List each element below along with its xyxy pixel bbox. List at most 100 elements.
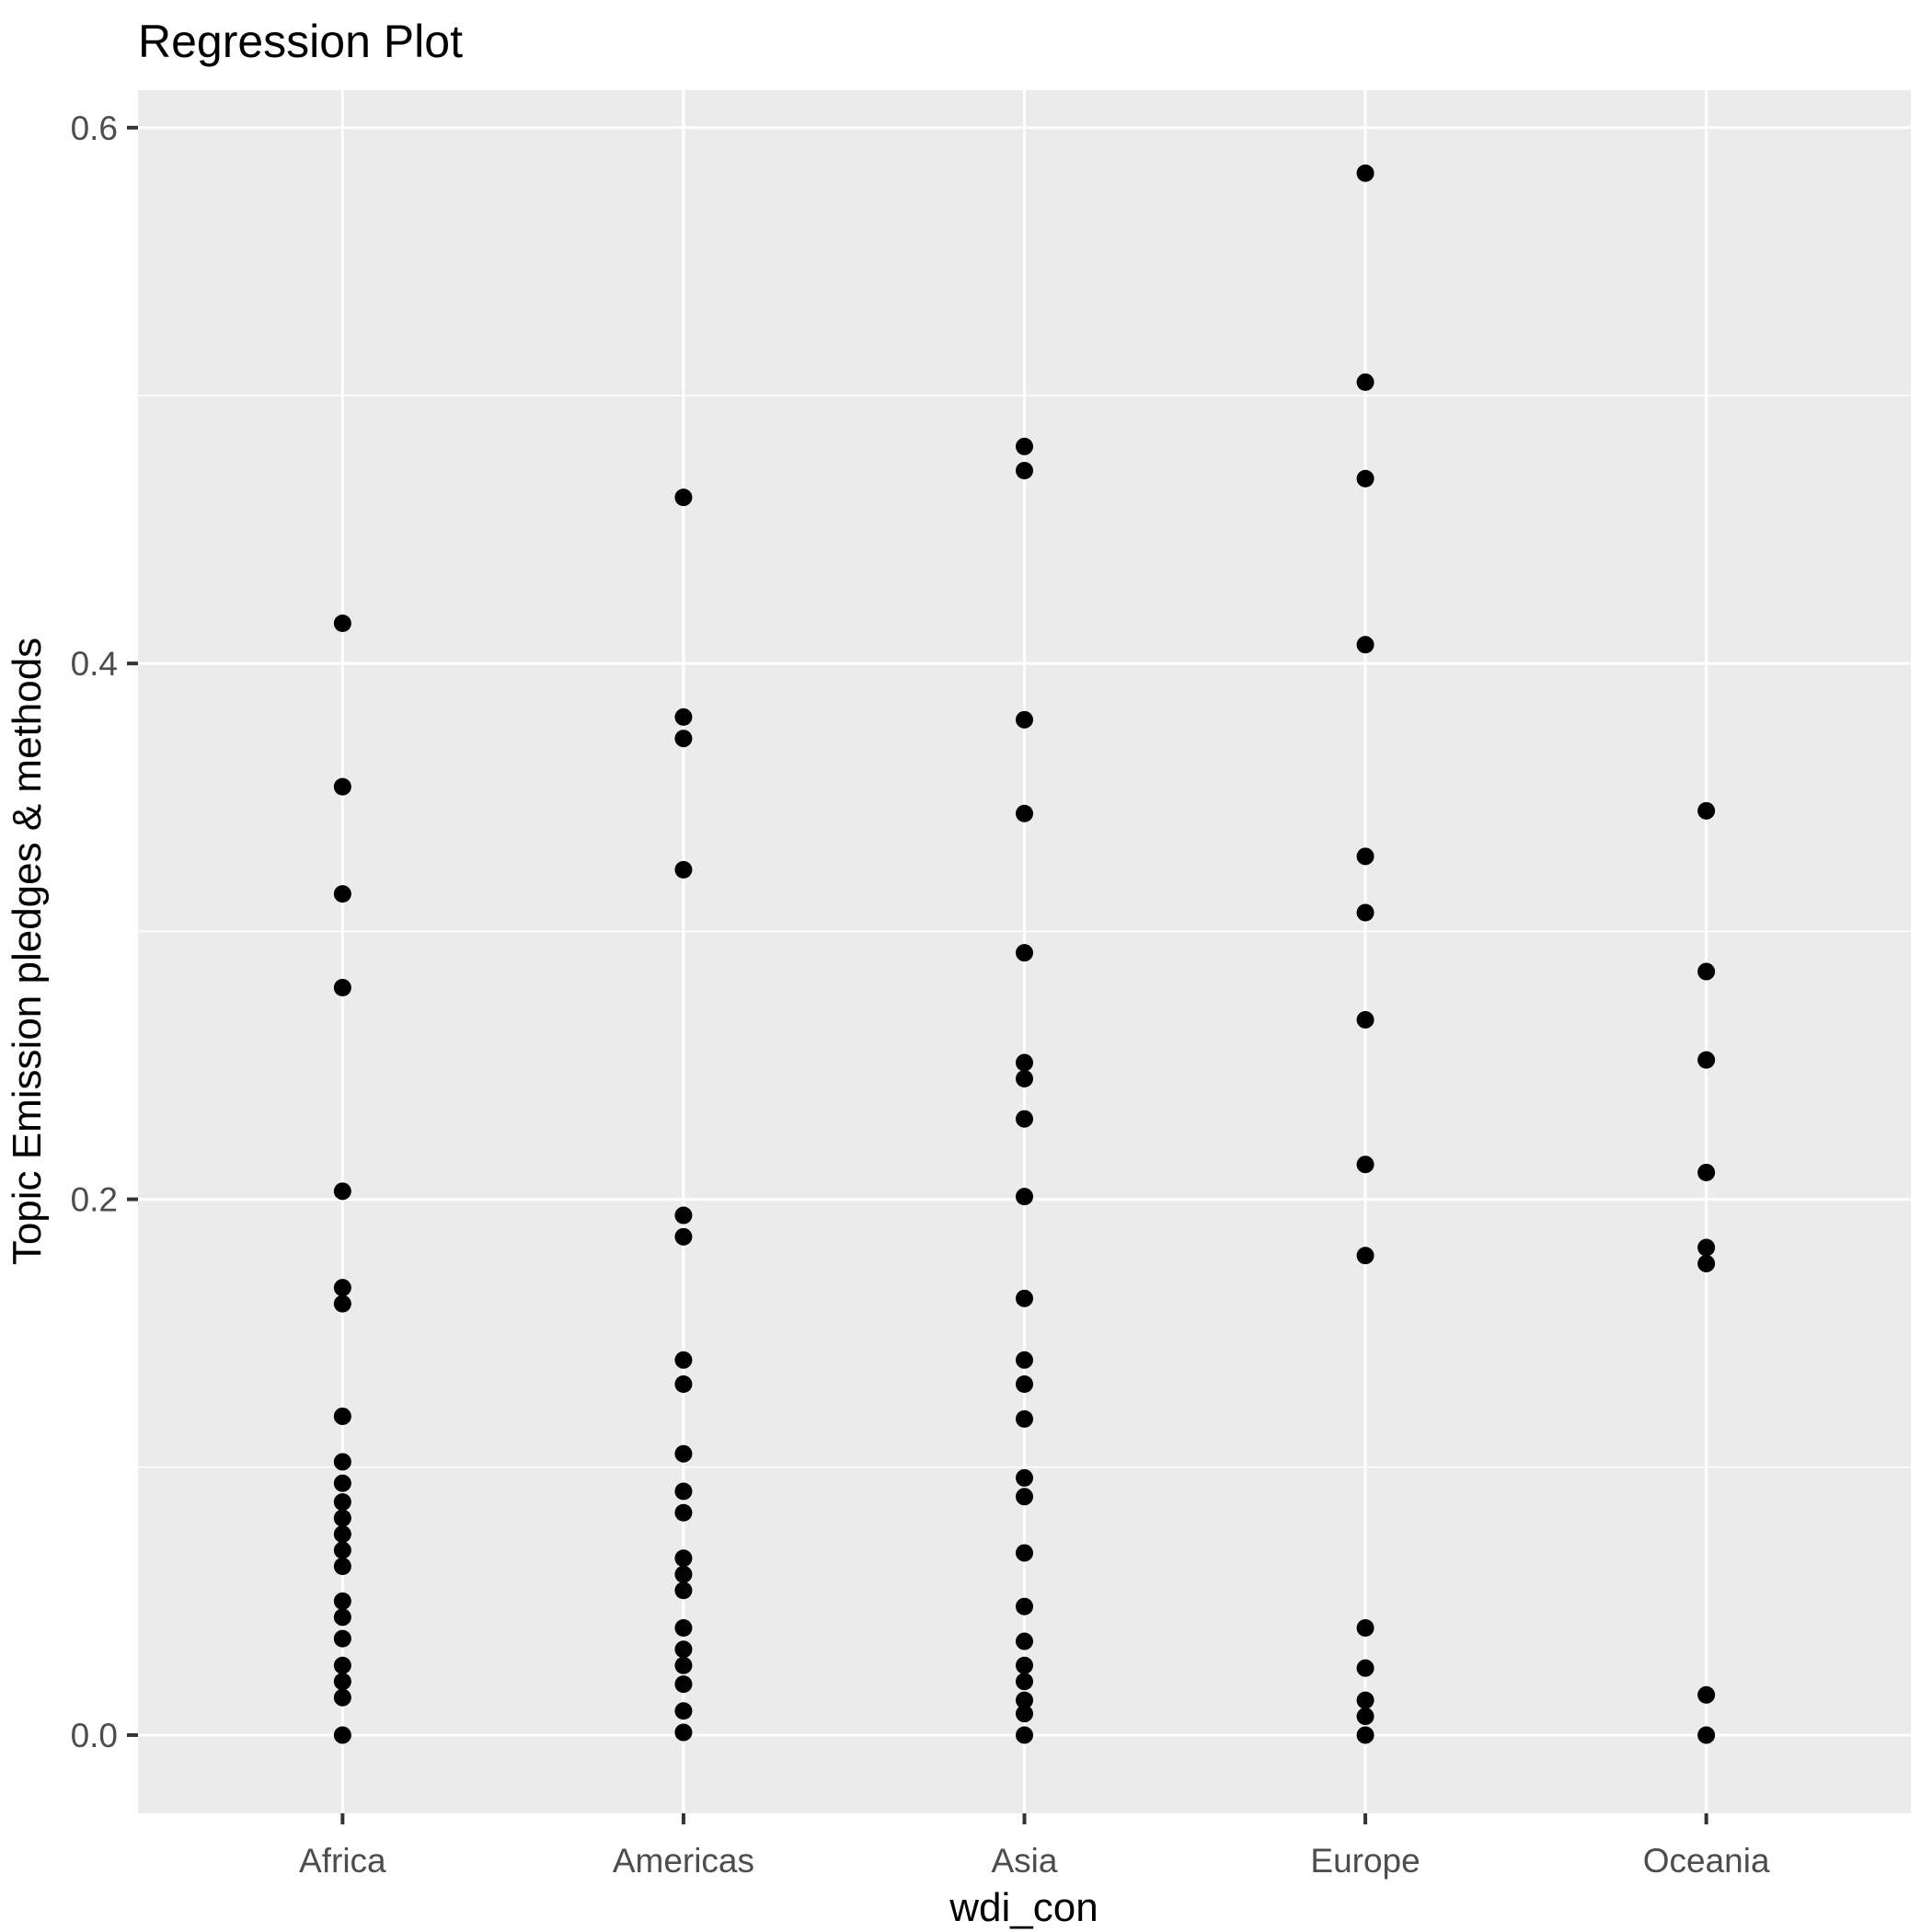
data-point <box>1697 1163 1716 1181</box>
data-point <box>333 614 351 632</box>
data-point <box>1697 1254 1716 1272</box>
data-point <box>333 1656 351 1674</box>
data-point <box>1697 1051 1716 1069</box>
tick-label-layer: 0.0 0.2 0.4 0.6 Africa Americas Asia Europe Ocea… <box>71 109 1770 1880</box>
data-point <box>333 1453 351 1471</box>
data-point <box>1016 1289 1033 1307</box>
data-point <box>333 885 351 903</box>
data-point <box>1016 1351 1033 1369</box>
data-point <box>1356 1247 1374 1265</box>
plot-title: Regression Plot <box>138 16 463 67</box>
data-point <box>1016 1409 1033 1428</box>
data-point <box>674 1640 693 1659</box>
data-point <box>1697 1685 1716 1704</box>
y-tick-label: 0.6 <box>71 109 118 147</box>
data-point <box>1016 710 1033 729</box>
data-point <box>333 1688 351 1707</box>
data-point <box>333 1474 351 1492</box>
data-point <box>674 730 693 748</box>
data-point <box>1016 1110 1033 1128</box>
data-point <box>333 1407 351 1425</box>
data-point <box>674 1351 693 1369</box>
data-point <box>1356 1618 1374 1637</box>
data-point <box>1016 1691 1033 1709</box>
data-point <box>674 707 693 726</box>
data-point <box>1016 462 1033 480</box>
data-point <box>1016 1188 1033 1206</box>
data-point <box>1356 1726 1374 1744</box>
data-point <box>1697 801 1716 820</box>
data-point <box>333 1592 351 1610</box>
data-point <box>1016 437 1033 455</box>
data-point <box>333 1608 351 1627</box>
data-point <box>674 1618 693 1637</box>
axis-tick-layer <box>127 125 1708 1824</box>
data-point <box>674 1581 693 1600</box>
x-category-label: Asia <box>992 1842 1058 1880</box>
data-point <box>333 1493 351 1512</box>
data-point <box>1697 1726 1716 1744</box>
data-point <box>1016 1544 1033 1562</box>
data-point <box>1016 804 1033 822</box>
data-point <box>674 1444 693 1463</box>
data-point <box>333 1541 351 1559</box>
data-point <box>674 860 693 879</box>
data-point <box>1356 1010 1374 1029</box>
data-point <box>674 1565 693 1583</box>
data-point <box>333 1279 351 1297</box>
y-tick-label: 0.2 <box>71 1181 118 1219</box>
x-axis-title: wdi_con <box>949 1885 1098 1930</box>
data-point <box>1356 1691 1374 1709</box>
data-point <box>674 1503 693 1522</box>
data-point <box>333 777 351 796</box>
data-point <box>674 1702 693 1720</box>
data-point <box>674 1549 693 1568</box>
data-point <box>1016 1070 1033 1088</box>
data-point <box>1356 164 1374 182</box>
data-point <box>1016 1632 1033 1650</box>
data-point <box>1356 847 1374 866</box>
data-point <box>333 1629 351 1648</box>
x-category-label: Americas <box>613 1842 754 1880</box>
data-point <box>333 1558 351 1576</box>
y-axis-title: Topic Emission pledges & methods <box>5 638 50 1265</box>
data-point <box>1016 944 1033 962</box>
data-point <box>674 1723 693 1742</box>
data-point <box>1016 1374 1033 1393</box>
data-point <box>1356 373 1374 391</box>
data-point <box>333 1673 351 1691</box>
data-point <box>1016 1673 1033 1691</box>
data-point-layer <box>333 164 1716 1744</box>
data-point <box>333 1525 351 1544</box>
data-point <box>674 1227 693 1246</box>
data-point <box>674 1206 693 1225</box>
data-point <box>674 1374 693 1393</box>
data-point <box>1016 1705 1033 1723</box>
data-point <box>1016 1726 1033 1744</box>
y-tick-label: 0.0 <box>71 1717 118 1754</box>
data-point <box>333 1726 351 1744</box>
data-point <box>674 489 693 507</box>
x-category-label: Europe <box>1310 1842 1420 1880</box>
data-point <box>1697 962 1716 981</box>
data-point <box>1356 469 1374 488</box>
data-point <box>1356 1708 1374 1726</box>
data-point <box>333 979 351 997</box>
data-point <box>333 1509 351 1527</box>
data-point <box>333 1294 351 1313</box>
data-point <box>1016 1468 1033 1487</box>
y-tick-label: 0.4 <box>71 645 118 683</box>
x-category-label: Africa <box>299 1842 386 1880</box>
data-point <box>333 1182 351 1201</box>
data-point <box>1016 1656 1033 1674</box>
data-point <box>674 1656 693 1674</box>
data-point <box>1356 1659 1374 1677</box>
data-point <box>1016 1488 1033 1506</box>
x-category-label: Oceania <box>1643 1842 1770 1880</box>
data-point <box>1016 1053 1033 1072</box>
data-point <box>1356 1156 1374 1174</box>
data-point <box>1356 903 1374 922</box>
data-point <box>1016 1597 1033 1616</box>
